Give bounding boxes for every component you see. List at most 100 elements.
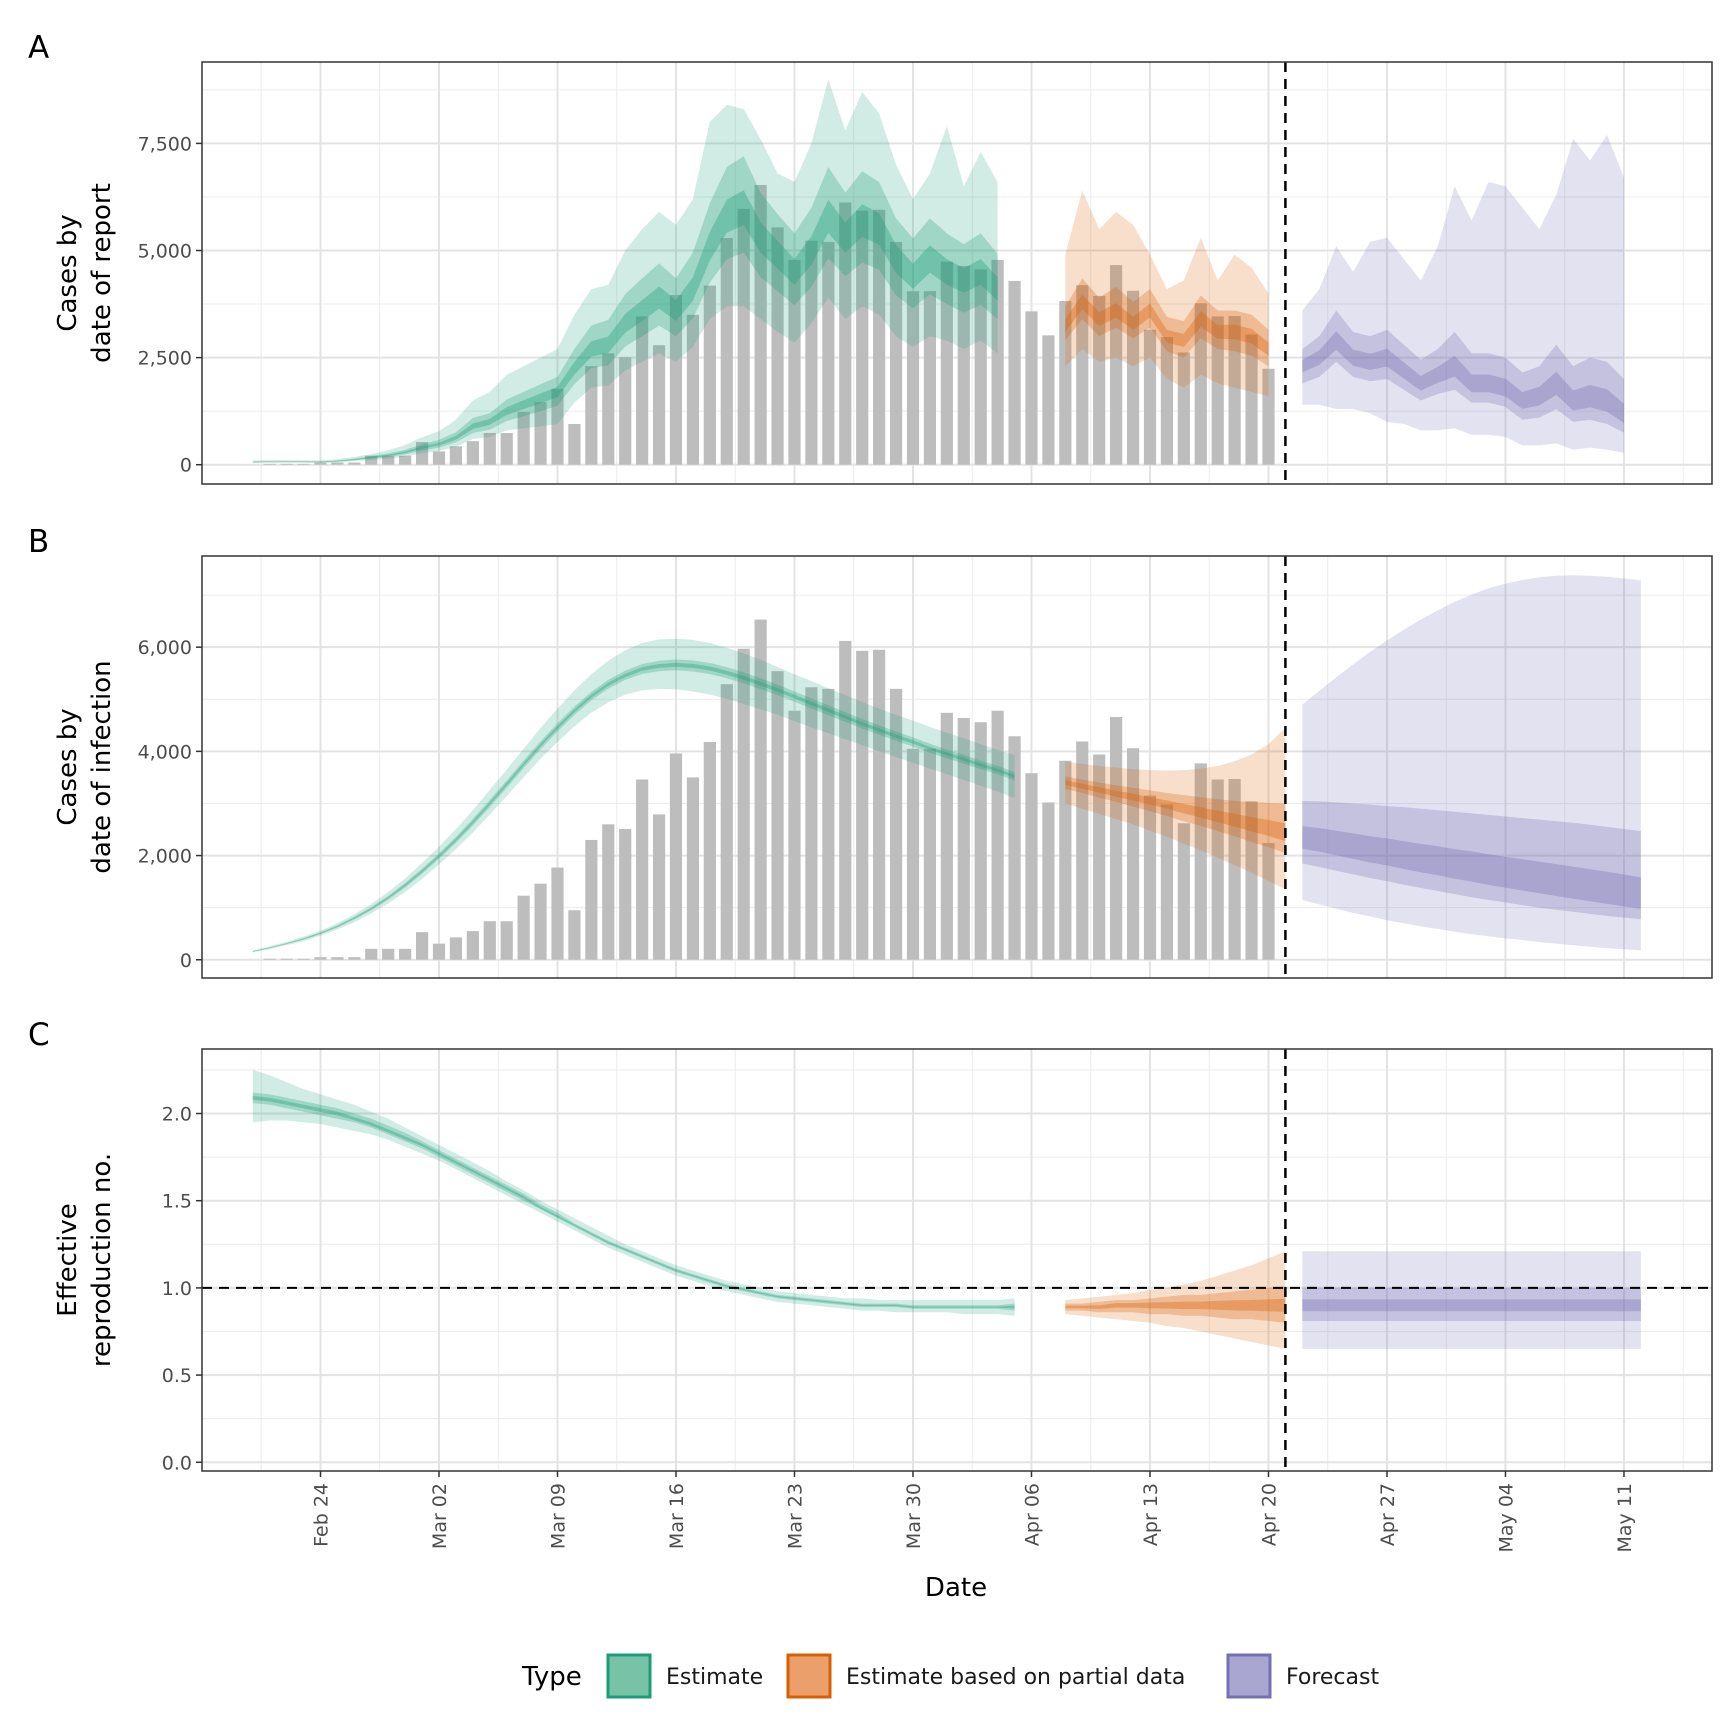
panel-b: 0 2,000 4,000 6,000 Cases by date of infectio… xyxy=(28,524,1713,979)
observed-bar xyxy=(940,712,953,960)
x-tick-label: Mar 30 xyxy=(903,1483,925,1549)
series-estimate xyxy=(252,638,1015,953)
y-tick-label: 1.0 xyxy=(162,1278,192,1300)
y-tick-label: 7,500 xyxy=(138,133,192,155)
legend-label: Estimate based on partial data xyxy=(846,1665,1185,1690)
observed-bar xyxy=(415,442,429,465)
legend-label: Forecast xyxy=(1286,1665,1379,1690)
y-tick-label: 4,000 xyxy=(138,741,192,763)
observed-bar xyxy=(314,957,327,960)
median-band xyxy=(1302,1299,1641,1312)
observed-bar xyxy=(483,921,496,960)
observed-bar xyxy=(1126,748,1140,960)
observed-bar xyxy=(534,883,547,960)
observed-bar xyxy=(449,446,463,465)
y-tick-label: 0 xyxy=(180,950,192,972)
observed-bar xyxy=(1110,716,1123,960)
observed-bar xyxy=(1194,303,1207,465)
x-tick-label: Mar 16 xyxy=(666,1483,688,1549)
observed-bar xyxy=(703,285,716,465)
y-tick-label: 1.5 xyxy=(162,1191,192,1213)
x-axis: Feb 24 Mar 02 Mar 09 Mar 16 Mar 23 Mar 30 Apr … xyxy=(310,1471,1636,1553)
series-partial xyxy=(1065,190,1269,397)
observed-bar xyxy=(1211,779,1224,960)
y-tick-label: 0.5 xyxy=(162,1365,192,1387)
y-axis-label-line: date of infection xyxy=(87,660,117,873)
observed-bar xyxy=(1093,754,1106,960)
observed-bar xyxy=(585,839,598,960)
observed-bar xyxy=(1059,760,1072,960)
minor-gridlines xyxy=(202,556,1712,978)
median-band xyxy=(1065,780,1286,841)
median-band xyxy=(1065,294,1269,356)
series-forecast xyxy=(1302,134,1624,453)
observed-bar xyxy=(263,463,276,465)
observed-bar xyxy=(923,291,937,465)
observed-bar xyxy=(957,265,970,465)
observed-bar xyxy=(297,463,310,465)
observed-bar xyxy=(788,710,801,960)
observed-bar xyxy=(348,462,361,465)
observed-bar xyxy=(619,357,632,465)
observed-bar xyxy=(602,353,615,465)
x-tick-label: Mar 23 xyxy=(784,1483,806,1549)
observed-bar xyxy=(568,910,581,960)
observed-bar xyxy=(585,366,598,465)
observed-bar xyxy=(1262,843,1275,960)
panel-letter: C xyxy=(28,1017,50,1053)
series-forecast xyxy=(1302,575,1641,951)
observed-bar xyxy=(1245,801,1258,960)
observed-bar xyxy=(1228,778,1241,960)
median-band xyxy=(252,190,998,463)
observed-bar xyxy=(432,943,446,960)
panel-background xyxy=(202,62,1712,484)
observed-bar xyxy=(1177,352,1190,465)
observed-bar xyxy=(415,932,429,960)
panel-a: 0 2,500 5,000 7,500 Cases by date of report A xyxy=(28,30,1713,485)
legend-key xyxy=(606,1653,652,1699)
observed-bar xyxy=(686,314,700,465)
observed-bar xyxy=(703,741,716,960)
observed-bar xyxy=(1093,295,1106,465)
observed-bar xyxy=(686,777,700,960)
observed-bar xyxy=(1042,335,1055,465)
y-axis-label-line: Effective xyxy=(53,1203,83,1316)
observed-bar xyxy=(399,948,412,960)
observed-bar xyxy=(873,209,886,465)
legend-key xyxy=(786,1653,832,1699)
ribbon-50 xyxy=(252,1092,1015,1311)
panel-border xyxy=(201,1048,1713,1472)
y-axis: 0.0 0.5 1.0 1.5 2.0 xyxy=(162,1104,202,1474)
y-axis-label-line: Cases by xyxy=(53,708,83,825)
observed-bar xyxy=(1110,265,1123,465)
observed-bar xyxy=(991,259,1004,465)
panel-border xyxy=(201,61,1713,485)
y-tick-label: 0.0 xyxy=(162,1452,192,1474)
ribbon-90 xyxy=(1065,190,1269,397)
observed-bar xyxy=(432,451,446,465)
legend-key xyxy=(1226,1653,1272,1699)
observed-bar xyxy=(873,649,886,960)
observed-bar xyxy=(331,957,344,960)
observed-bar xyxy=(500,921,513,960)
observed-bars xyxy=(263,184,1275,465)
observed-bar xyxy=(906,291,920,465)
y-tick-label: 5,000 xyxy=(138,241,192,263)
legend-label: Estimate xyxy=(666,1665,763,1690)
ribbon-50 xyxy=(1302,800,1641,920)
observed-bar xyxy=(517,895,530,960)
observed-bar xyxy=(923,748,937,960)
observed-bar xyxy=(280,958,293,960)
ribbon-90 xyxy=(1065,727,1286,890)
observed-bar xyxy=(754,184,767,465)
y-tick-label: 0 xyxy=(180,455,192,477)
panel-c: 0.0 0.5 1.0 1.5 2.0 Effective reproduction no.… xyxy=(28,1017,1713,1474)
observed-bars xyxy=(263,619,1275,960)
ribbon-50 xyxy=(1302,1287,1641,1321)
ribbon-50 xyxy=(1302,310,1624,433)
observed-bar xyxy=(1008,736,1021,960)
y-axis-label: Cases by date of report xyxy=(53,183,117,363)
observed-bar xyxy=(449,937,463,960)
observed-bar xyxy=(974,269,987,465)
observed-bar xyxy=(991,710,1004,960)
